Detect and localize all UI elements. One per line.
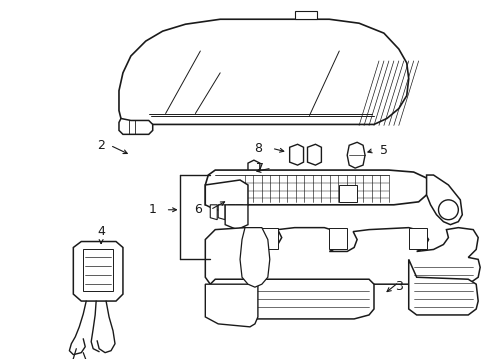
- Text: 3: 3: [394, 280, 402, 293]
- Text: 6: 6: [194, 203, 202, 216]
- Polygon shape: [205, 180, 247, 212]
- Polygon shape: [205, 228, 479, 284]
- Polygon shape: [228, 205, 235, 220]
- Polygon shape: [307, 144, 321, 165]
- Text: 5: 5: [379, 144, 387, 157]
- Text: 2: 2: [97, 139, 105, 152]
- Polygon shape: [210, 205, 217, 220]
- Polygon shape: [259, 228, 277, 249]
- Polygon shape: [339, 185, 356, 202]
- Polygon shape: [247, 160, 259, 178]
- Polygon shape: [205, 284, 257, 327]
- Polygon shape: [328, 228, 346, 249]
- Polygon shape: [346, 142, 365, 168]
- Polygon shape: [218, 205, 224, 220]
- Polygon shape: [119, 118, 152, 134]
- Polygon shape: [236, 205, 243, 220]
- Polygon shape: [210, 279, 373, 319]
- Polygon shape: [289, 144, 303, 165]
- Polygon shape: [205, 170, 427, 205]
- Polygon shape: [224, 205, 247, 230]
- Polygon shape: [119, 19, 408, 125]
- Polygon shape: [83, 249, 113, 291]
- Polygon shape: [240, 228, 269, 287]
- Polygon shape: [230, 191, 240, 206]
- Polygon shape: [408, 228, 426, 249]
- Circle shape: [438, 200, 457, 220]
- Polygon shape: [294, 11, 317, 19]
- Text: 7: 7: [255, 162, 264, 175]
- Text: 4: 4: [97, 225, 105, 238]
- Polygon shape: [426, 175, 461, 225]
- Polygon shape: [73, 242, 122, 301]
- Polygon shape: [408, 260, 477, 315]
- Text: 1: 1: [148, 203, 156, 216]
- Text: 8: 8: [253, 142, 262, 155]
